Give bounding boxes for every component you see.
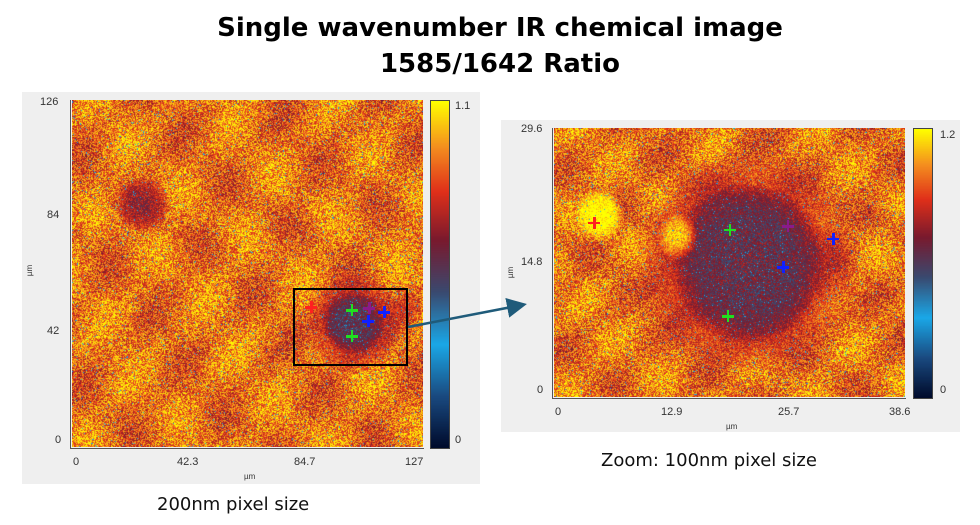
y-axis-line <box>552 128 553 399</box>
point-marker <box>345 304 358 317</box>
point-marker <box>723 223 736 236</box>
caption-zoom: Zoom: 100nm pixel size <box>601 450 817 471</box>
x-tick: 127 <box>405 456 424 468</box>
point-marker <box>363 302 376 315</box>
colorbar-min: 0 <box>940 384 947 396</box>
point-marker <box>721 310 734 323</box>
ir-heatmap-full <box>72 100 423 447</box>
y-tick: 29.6 <box>521 123 543 135</box>
colorbar-max: 1.1 <box>455 100 471 112</box>
x-tick: 0 <box>555 406 562 418</box>
y-axis-label: µm <box>506 266 516 279</box>
y-axis-label: µm <box>25 264 35 277</box>
y-tick: 126 <box>40 96 59 108</box>
y-tick: 0 <box>55 434 62 446</box>
x-axis-label: µm <box>244 472 256 481</box>
point-marker <box>781 220 794 233</box>
title-line-2: 1585/1642 Ratio <box>379 49 621 79</box>
ir-heatmap-zoom <box>554 128 905 397</box>
y-tick: 0 <box>537 384 544 396</box>
colorbar-min: 0 <box>455 434 462 446</box>
x-tick: 0 <box>73 456 80 468</box>
y-axis-line <box>70 100 71 449</box>
point-marker <box>305 301 318 314</box>
colorbar-zoom <box>913 128 933 399</box>
colorbar-max: 1.2 <box>940 129 956 141</box>
y-tick: 42 <box>47 325 60 337</box>
y-tick: 84 <box>47 209 60 221</box>
point-marker <box>378 306 391 319</box>
x-tick: 42.3 <box>177 456 199 468</box>
point-marker <box>345 330 358 342</box>
point-marker <box>827 232 840 245</box>
x-axis-label: µm <box>726 422 738 431</box>
caption-full: 200nm pixel size <box>157 494 310 515</box>
point-marker <box>362 315 374 328</box>
x-tick: 38.6 <box>889 406 911 418</box>
title-line-1: Single wavenumber IR chemical image <box>217 13 783 43</box>
x-tick: 25.7 <box>778 406 800 418</box>
x-axis-line <box>552 398 906 399</box>
x-axis-line <box>70 448 424 449</box>
x-tick: 12.9 <box>661 406 683 418</box>
x-tick: 84.7 <box>294 456 316 468</box>
point-marker <box>588 216 600 229</box>
y-tick: 14.8 <box>521 256 543 268</box>
zoom-region-box <box>293 288 408 366</box>
point-marker <box>777 261 790 274</box>
colorbar-full <box>430 100 450 449</box>
